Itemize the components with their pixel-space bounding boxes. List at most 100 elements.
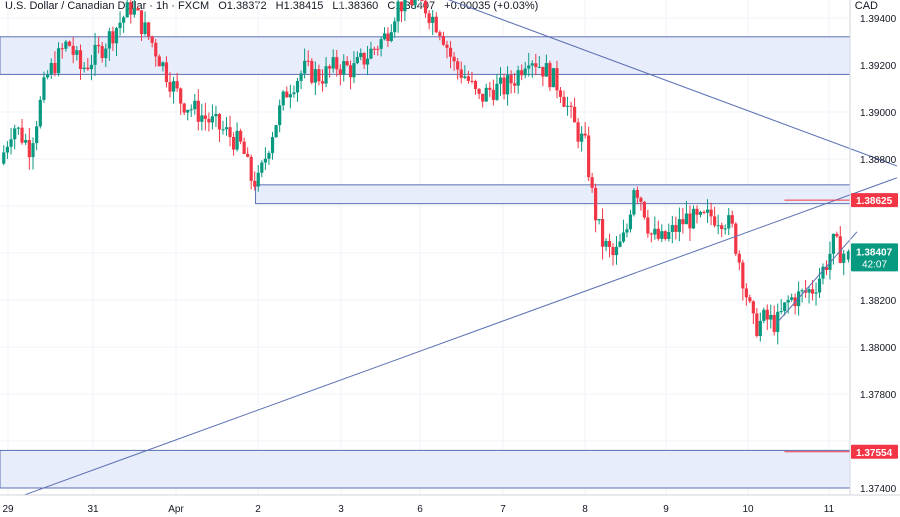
price-axis[interactable]: 1.37400 1.37800 1.38000 1.38200 1.38800 1.390… [849,0,898,495]
candle-body [410,0,414,6]
candle-body [303,60,307,74]
candle-body [67,41,72,46]
candle-body [765,309,769,320]
time-tick-label: 8 [582,504,588,515]
candle-body [786,299,790,303]
candle-body [168,82,172,92]
candle-body [249,156,253,181]
candle-body [292,92,296,95]
candle-body [769,314,773,320]
candle-body [558,90,563,97]
candle-body [569,105,573,107]
candle-body [555,68,559,91]
candle-body [196,100,200,122]
current-price-tag-bg [851,243,898,272]
candle-body [527,65,531,69]
candle-body [520,70,524,76]
candle-body [642,201,646,218]
candle-body [628,214,633,230]
trendlines[interactable] [23,0,898,496]
candle-body [182,103,186,113]
candle-body [274,125,278,138]
candle-body [502,77,506,95]
candle-body [835,233,839,237]
candle-body [24,140,28,143]
level-lines [784,199,850,453]
candle-body [228,127,232,137]
candle-body [403,0,407,12]
candle-body [104,48,108,59]
candle-body [597,219,601,221]
candle-body-last [846,251,851,260]
candle-body [71,45,75,55]
time-tick-label: 3 [338,504,344,515]
candle-body [224,127,229,130]
ohlc-high: H1.38415 [275,0,324,12]
candle-body [352,63,356,78]
candle-body [299,73,303,81]
candle-body [431,16,435,23]
candle-body [235,130,239,150]
candle-body [242,141,246,154]
candle-body [210,116,215,123]
candle-body [727,215,731,229]
time-tick-label: 9 [663,504,669,515]
candle-body [2,152,6,164]
currency-label: CAD [854,0,878,12]
candle-body [790,297,794,300]
candle-body [348,65,353,78]
candle-body [541,66,545,77]
candle-body [256,172,260,187]
candle-body [583,133,587,136]
candle-body [516,70,520,86]
candle-body [64,41,68,49]
candle-body [810,289,815,294]
candle-body [548,63,552,88]
candle-body [691,208,696,229]
candle-body [86,67,90,70]
time-tick-label: 2 [255,504,261,515]
candle-body [35,126,39,144]
trendline[interactable] [23,177,898,496]
candle-body [734,223,738,254]
candle-body [705,209,710,213]
candle-body [118,22,122,29]
trendline[interactable] [428,0,898,167]
candle-body [157,56,161,67]
candle-body [13,128,17,140]
candle-body [741,262,745,289]
candle-body [427,13,431,23]
candle-body [452,56,456,62]
candle-body [838,236,842,263]
candle-body [365,58,370,65]
candle-body [386,33,390,42]
price-tag-level2-bg [851,444,898,459]
candle-body [107,31,111,49]
candle-body [762,309,766,321]
candle-body [38,99,42,127]
time-axis[interactable]: 29 31 Apr 2 3 6 7 8 9 10 11 [0,494,900,515]
candle-body [625,229,629,233]
candle-body [324,66,328,84]
candle-body [523,68,527,76]
candle-body [698,211,703,215]
candle-body [376,48,380,50]
candle-body [702,211,706,213]
candle-body [594,187,598,221]
candle-body [20,127,24,143]
candle-body [31,143,35,158]
price-tick-label: 1.38800 [860,155,897,166]
candle-body [670,225,674,232]
trendline[interactable] [775,231,858,324]
candle-body [448,47,453,57]
candle-body [253,180,257,187]
candle-body [635,190,640,198]
candle-body [667,231,671,239]
zone-rect [0,36,851,75]
time-tick-label: 29 [2,504,14,515]
candle-body [154,42,158,57]
candle-body [9,139,13,147]
candle-body [562,96,566,107]
candle-body [509,75,513,84]
